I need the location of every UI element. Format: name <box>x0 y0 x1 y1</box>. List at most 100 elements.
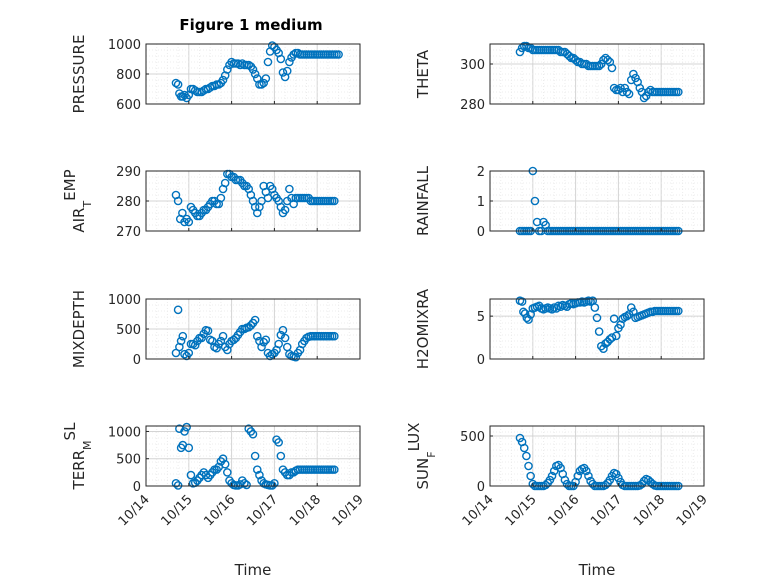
data-point <box>229 335 239 345</box>
y-tick-label: 0 <box>477 353 485 368</box>
subplot-1: 600 800 1000 PRESSURE <box>70 35 361 113</box>
data-point <box>173 196 183 206</box>
data-point <box>244 60 254 70</box>
data-point <box>267 41 277 50</box>
data-point <box>622 311 632 321</box>
data-point <box>178 92 188 101</box>
data-point <box>250 451 260 461</box>
data-point <box>203 326 213 336</box>
y-axis-label: SUNFLUX <box>405 423 438 490</box>
y-tick-label: 1 <box>477 195 485 210</box>
data-point <box>248 429 258 439</box>
x-tick-label: 10/14 <box>116 492 153 529</box>
data-point <box>601 339 610 348</box>
data-point <box>330 331 339 341</box>
data-point <box>267 481 277 490</box>
data-point <box>592 313 602 323</box>
data-point <box>280 333 290 343</box>
data-point <box>285 184 294 194</box>
data-point <box>173 305 183 315</box>
data-point <box>289 50 298 59</box>
x-tick-label: 10/16 <box>545 492 582 529</box>
data-point <box>216 193 226 203</box>
data-point <box>674 306 683 316</box>
y-tick-label: 1000 <box>108 425 141 440</box>
series-points <box>171 41 343 103</box>
data-point <box>178 208 187 218</box>
y-axis-label: TERRMSL <box>61 422 94 491</box>
data-point <box>171 478 181 488</box>
data-point <box>197 333 206 343</box>
series-points <box>171 305 339 362</box>
data-point <box>263 57 273 67</box>
data-point <box>178 331 188 341</box>
y-tick-label: 270 <box>116 225 141 240</box>
series-points <box>171 422 339 490</box>
data-point <box>212 343 221 353</box>
data-point <box>644 87 653 97</box>
data-point <box>252 331 262 341</box>
series-points <box>171 169 339 227</box>
data-point <box>173 80 183 89</box>
y-tick-label: 600 <box>116 98 141 113</box>
data-point <box>605 334 615 344</box>
figure-title: Figure 1 medium <box>179 16 322 34</box>
data-point <box>270 478 279 488</box>
data-point <box>594 61 604 71</box>
data-point <box>603 337 613 347</box>
data-point <box>220 178 230 188</box>
data-point <box>175 342 184 352</box>
data-point <box>282 66 292 76</box>
data-point <box>261 74 271 83</box>
data-point <box>564 51 574 61</box>
data-point <box>190 340 200 350</box>
data-point <box>517 297 527 306</box>
data-point <box>242 480 251 490</box>
data-point <box>257 80 266 89</box>
data-point <box>218 454 228 464</box>
data-point <box>584 471 593 481</box>
data-point <box>330 196 339 206</box>
data-point <box>182 422 191 432</box>
data-point <box>250 315 260 325</box>
data-point <box>532 217 542 227</box>
data-point <box>276 451 286 461</box>
data-point <box>618 314 627 324</box>
subplot-4: 0 1 2 RAINFALL <box>414 165 705 240</box>
x-tick-label: 10/19 <box>674 492 711 529</box>
x-tick-label: 10/15 <box>503 492 540 529</box>
axes-box <box>145 425 361 487</box>
data-point <box>530 196 540 206</box>
y-axis-label: RAINFALL <box>414 165 432 236</box>
axes-box <box>489 43 705 105</box>
y-axis-label: MIXDEPTH <box>70 290 88 368</box>
y-tick-label: 0 <box>477 480 485 495</box>
x-tick-label: 10/19 <box>330 492 367 529</box>
data-point <box>607 63 617 73</box>
data-point <box>180 427 189 436</box>
data-point <box>176 336 186 346</box>
data-point <box>274 438 283 447</box>
data-point <box>556 302 565 312</box>
data-point <box>582 466 591 476</box>
data-point <box>601 480 610 490</box>
x-tick-label: 10/17 <box>244 492 281 529</box>
data-point <box>218 331 228 341</box>
data-point <box>541 480 550 490</box>
y-tick-label: 0 <box>133 353 141 368</box>
y-axis-label: THETA <box>414 49 432 99</box>
y-tick-label: 0 <box>477 225 485 240</box>
y-tick-label: 500 <box>460 430 485 445</box>
x-tick-label: 10/18 <box>631 492 668 529</box>
data-point <box>547 304 557 314</box>
data-point <box>609 83 619 93</box>
data-point <box>285 57 294 67</box>
data-point <box>278 325 288 335</box>
data-point <box>519 443 529 453</box>
data-point <box>184 443 194 453</box>
data-point <box>626 303 636 312</box>
x-tick-label: 10/15 <box>159 492 196 529</box>
data-point <box>594 327 604 336</box>
data-point <box>214 80 224 89</box>
